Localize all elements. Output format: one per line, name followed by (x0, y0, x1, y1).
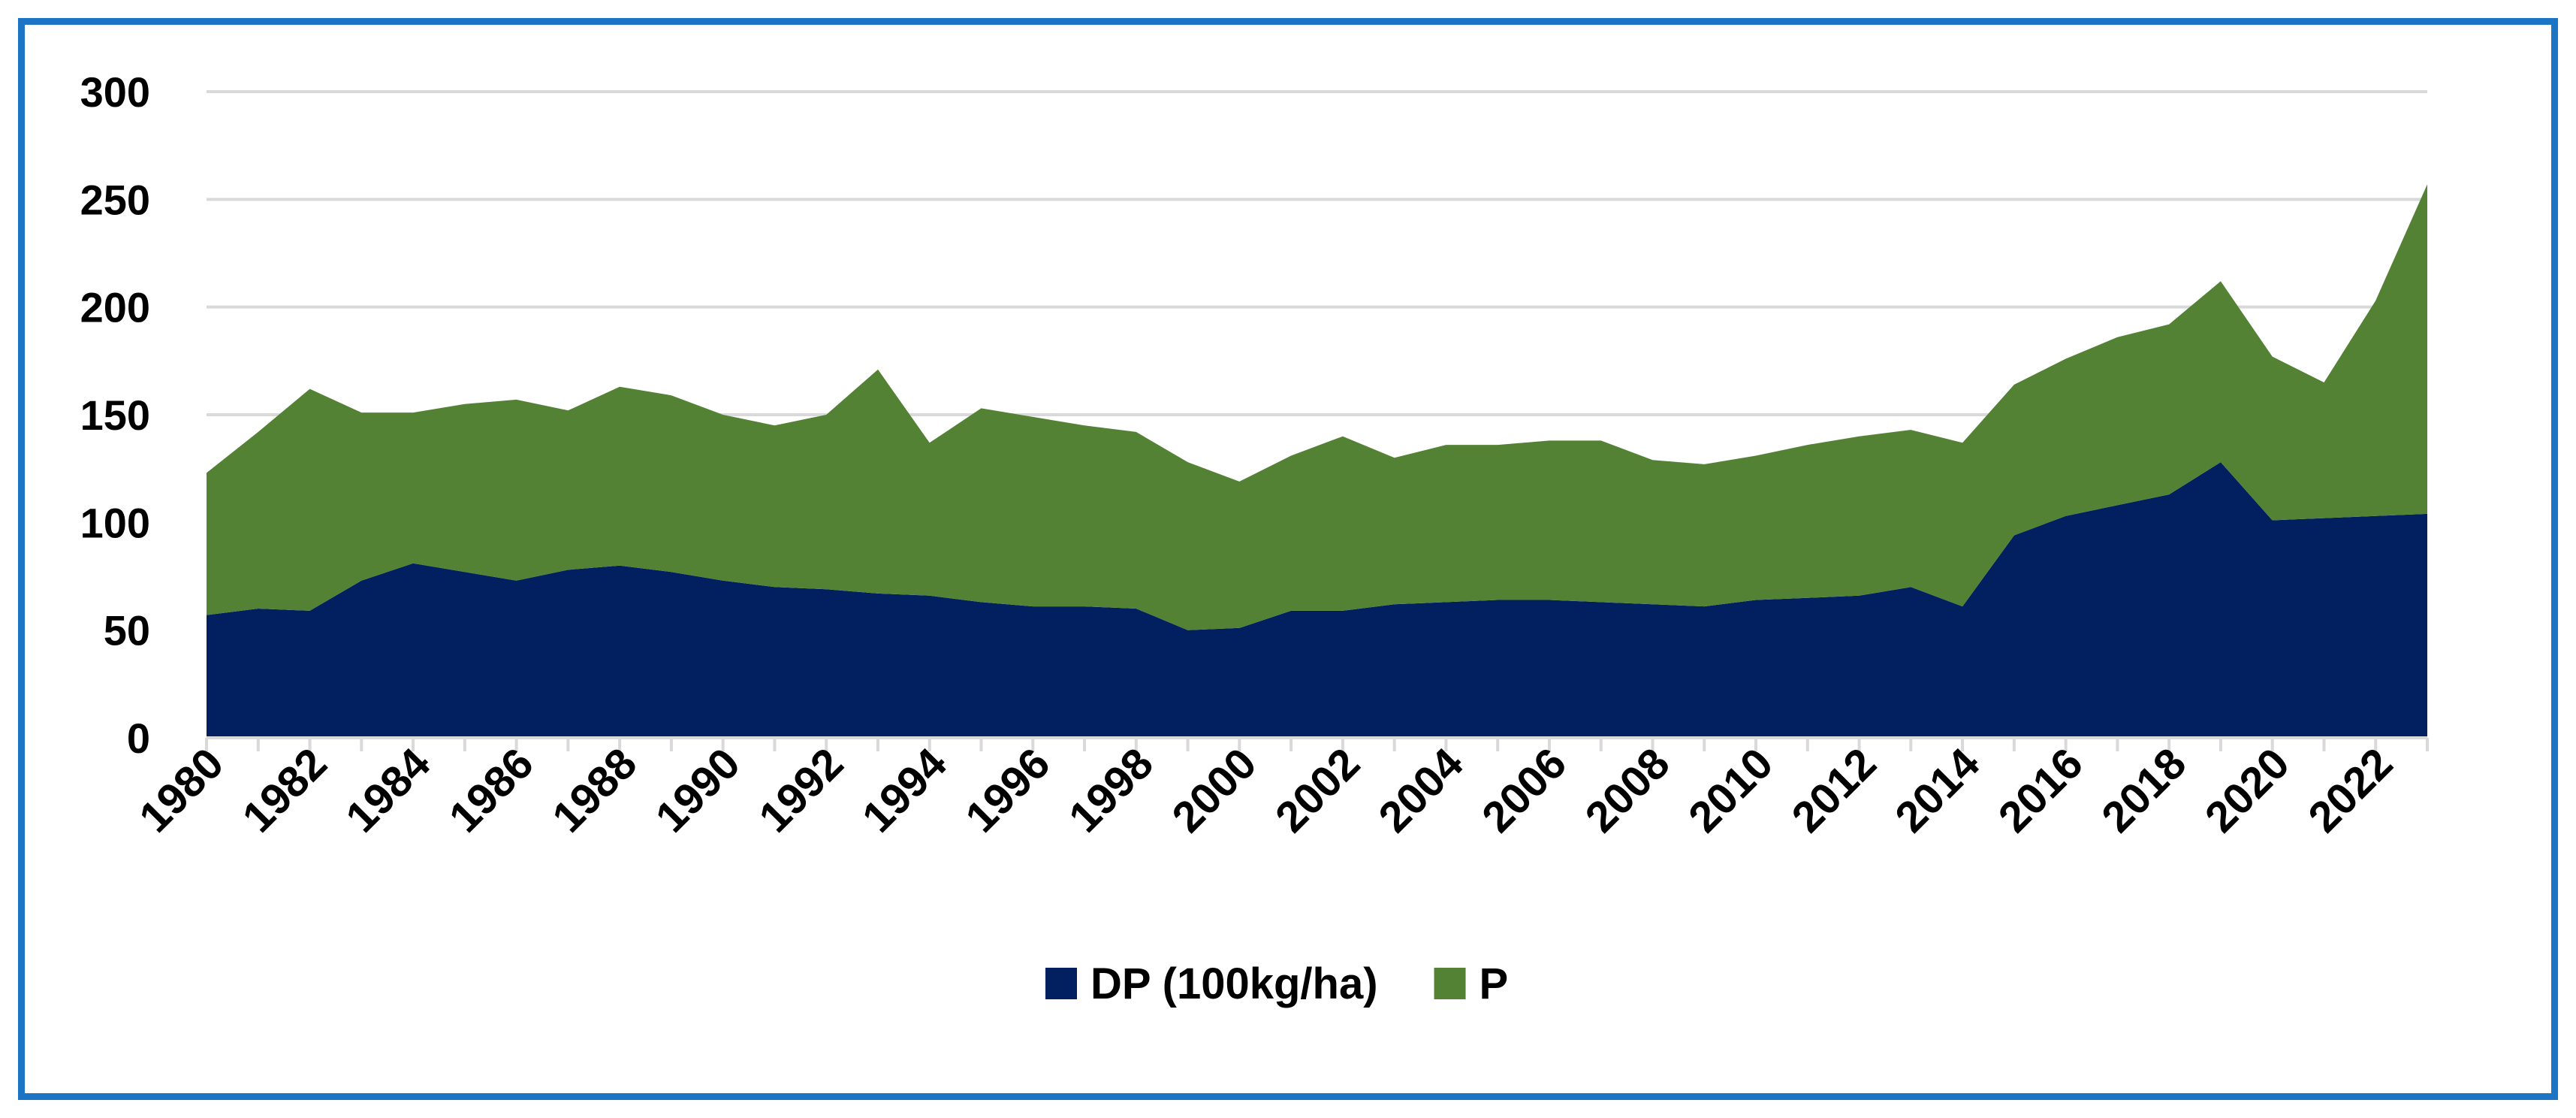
legend: DP (100kg/ha) P (1045, 959, 1508, 1008)
x-tick-label: 2004 (1369, 739, 1472, 842)
y-tick-label: 150 (80, 391, 150, 439)
y-axis-tick-labels: 0 50 100 150 200 250 300 (80, 68, 150, 762)
legend-swatch-p (1434, 968, 1466, 999)
x-tick-label: 1988 (543, 739, 646, 842)
x-tick-label: 2020 (2196, 739, 2299, 842)
area-p (207, 184, 2427, 630)
x-tick-label: 2010 (1679, 739, 1782, 842)
x-tick-label: 1998 (1060, 739, 1163, 842)
x-tick-label: 2006 (1473, 739, 1576, 842)
x-axis-tick-labels: 1980 1982 1984 1986 1988 1990 1992 1994 1996 1998… (130, 739, 2402, 842)
x-tick-label: 1982 (234, 739, 336, 842)
x-tick-label: 2000 (1163, 739, 1265, 842)
legend-label-dp-100kg-ha: DP (100kg/ha) (1090, 959, 1378, 1008)
x-tick-label: 1984 (336, 739, 439, 842)
y-tick-label: 200 (80, 284, 150, 331)
x-tick-label: 2008 (1576, 739, 1679, 842)
area-series (207, 184, 2427, 738)
x-tick-label: 2002 (1266, 739, 1369, 842)
x-tick-label: 1996 (956, 739, 1059, 842)
x-tick-label: 1990 (647, 739, 750, 842)
y-tick-label: 0 (127, 715, 150, 762)
y-tick-label: 300 (80, 68, 150, 116)
x-tick-label: 1986 (440, 739, 543, 842)
x-tick-label: 2022 (2299, 739, 2402, 842)
x-tick-label: 2014 (1886, 739, 1989, 842)
x-tick-label: 1994 (853, 739, 956, 842)
y-tick-label: 50 (104, 607, 150, 654)
x-tick-label: 2018 (2092, 739, 2195, 842)
x-tick-label: 2016 (1989, 739, 2092, 842)
legend-label-p: P (1480, 959, 1509, 1008)
y-tick-label: 250 (80, 176, 150, 223)
x-tick-label: 2012 (1783, 739, 1886, 842)
x-axis (205, 736, 2429, 751)
x-tick-label: 1992 (750, 739, 852, 842)
legend-swatch-dp-100kg-ha (1045, 968, 1077, 999)
area-dp-100kg-ha (207, 462, 2427, 738)
y-tick-label: 100 (80, 499, 150, 546)
